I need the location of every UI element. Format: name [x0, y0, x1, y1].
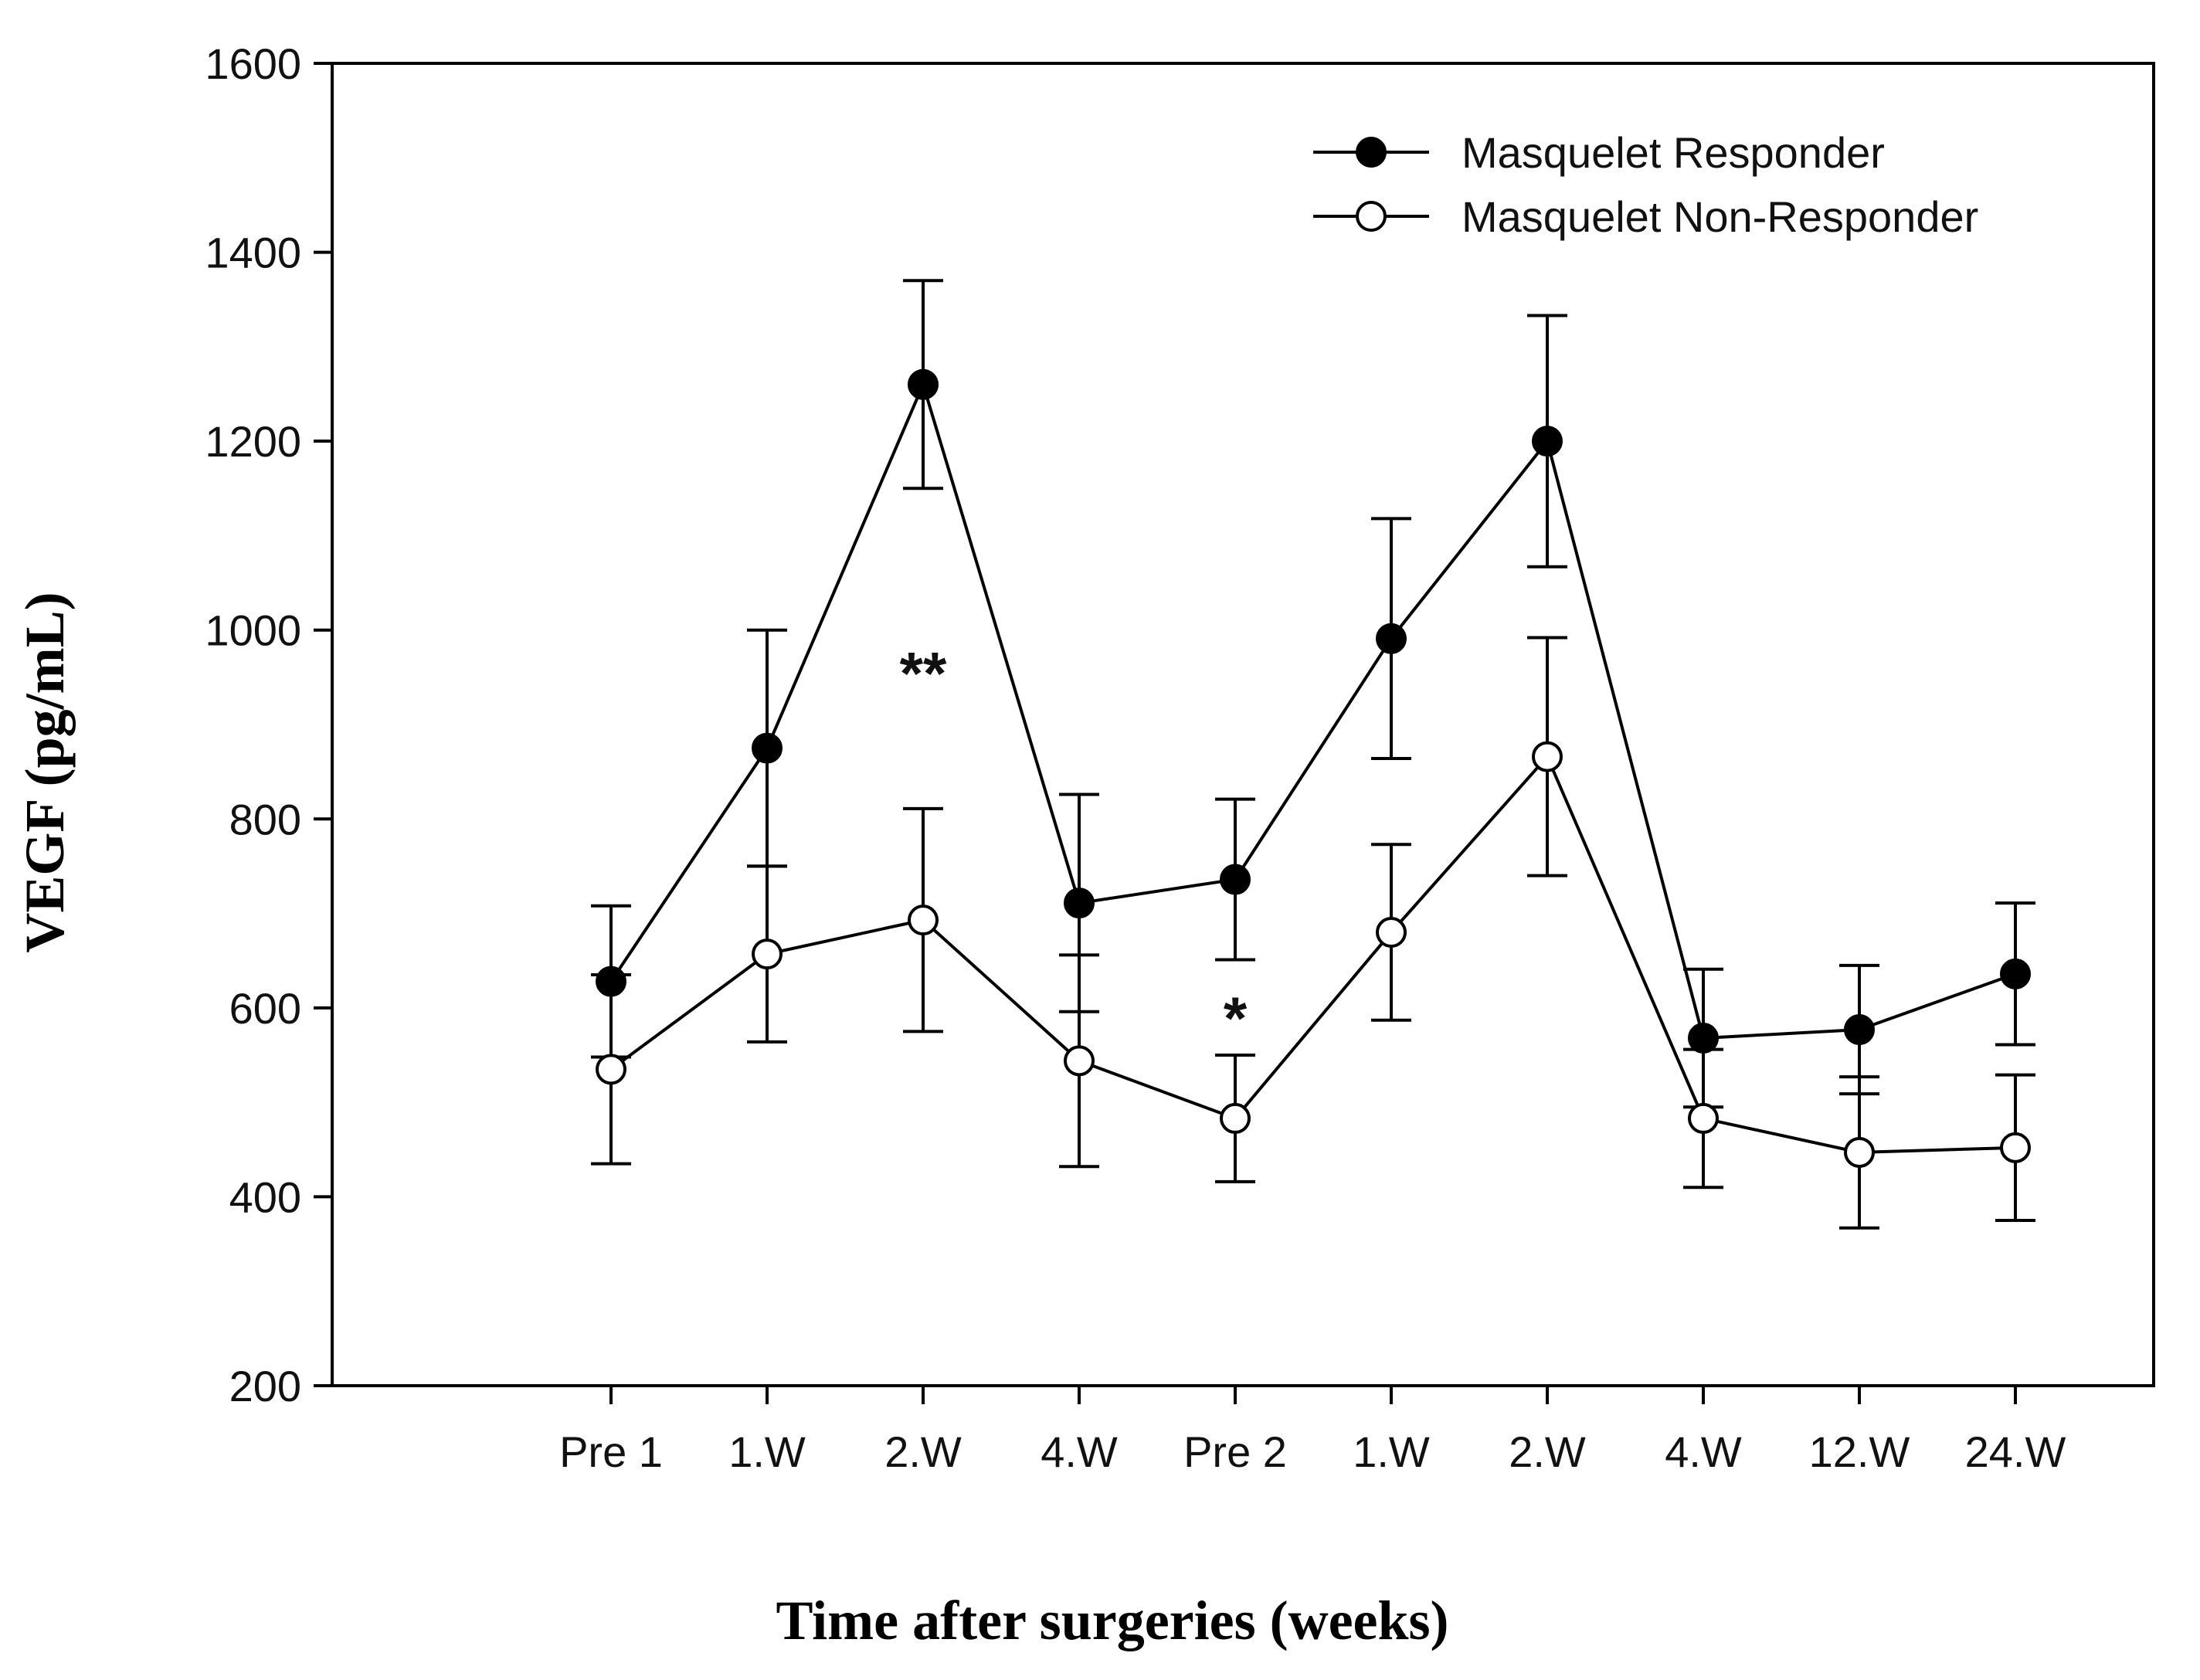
legend: Masquelet Responder Masquelet Non-Respond… [1313, 128, 1978, 241]
data-point [1688, 1102, 1719, 1134]
x-axis-title: Time after surgeries (weeks) [776, 1590, 1448, 1651]
data-point [908, 904, 939, 936]
y-tick-label: 1000 [205, 606, 301, 655]
data-point [1844, 1136, 1875, 1168]
legend-label: Masquelet Responder [1462, 128, 1885, 177]
annotations: *** [900, 640, 1248, 1052]
y-axis-title: VEGF (pg/mL) [14, 592, 76, 952]
data-point [1532, 741, 1563, 772]
data-point [1220, 864, 1251, 895]
legend-label: Masquelet Non-Responder [1462, 192, 1978, 241]
series-markers-0 [596, 368, 2031, 1054]
x-tick-label: Pre 2 [1183, 1427, 1287, 1476]
data-point [1376, 917, 1407, 949]
data-point [908, 368, 939, 400]
data-point [752, 938, 783, 970]
data-point [752, 732, 783, 764]
data-point [1064, 888, 1095, 919]
x-tick-label: 4.W [1665, 1427, 1742, 1476]
data-point [2000, 958, 2031, 989]
plot-frame [331, 62, 2155, 1387]
significance-marker: * [1224, 984, 1248, 1052]
data-point [596, 1054, 626, 1085]
legend-marker [1356, 137, 1387, 168]
series-0 [591, 279, 2035, 1109]
data-point [1064, 1045, 1095, 1077]
data-point [1220, 1102, 1251, 1134]
y-tick-label: 800 [229, 795, 301, 843]
x-tick-label: 4.W [1041, 1427, 1118, 1476]
y-tick-label: 1400 [205, 229, 301, 277]
y-tick-label: 1200 [205, 417, 301, 466]
series-line [609, 753, 2016, 1154]
y-axis: 200 400 600 800 1000 1200 1400 1600 [205, 39, 332, 1410]
data-point [596, 966, 626, 997]
x-tick-label: 2.W [1509, 1427, 1586, 1476]
y-tick-label: 400 [229, 1173, 301, 1221]
data-point [1532, 426, 1563, 457]
series-markers-1 [596, 741, 2031, 1168]
x-tick-label: 24.W [1965, 1427, 2066, 1476]
significance-marker: ** [900, 640, 947, 708]
legend-marker [1356, 201, 1387, 232]
series-layer [591, 279, 2035, 1230]
y-tick-label: 1600 [205, 39, 301, 88]
x-tick-label: 2.W [884, 1427, 962, 1476]
y-tick-label: 200 [229, 1362, 301, 1410]
data-point [2000, 1132, 2031, 1163]
x-tick-label: 12.W [1809, 1427, 1910, 1476]
data-point [1376, 623, 1407, 654]
x-tick-label: 1.W [728, 1427, 806, 1476]
data-point [1844, 1013, 1875, 1045]
x-axis: Pre 1 1.W 2.W 4.W Pre 2 1.W 2.W 4.W 12.W 24.W [559, 1386, 2066, 1476]
y-tick-label: 600 [229, 984, 301, 1033]
data-point [1688, 1022, 1719, 1054]
x-tick-label: Pre 1 [559, 1427, 663, 1476]
series-line [609, 379, 2016, 1040]
x-tick-label: 1.W [1353, 1427, 1430, 1476]
series-1 [591, 636, 2035, 1230]
